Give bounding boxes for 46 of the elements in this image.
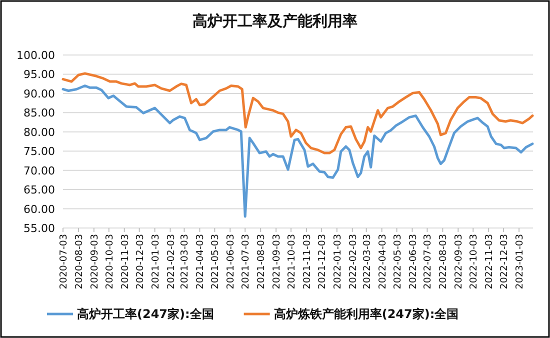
chart-title: 高炉开工率及产能利用率: [192, 12, 358, 30]
x-tick-label: 2021-07-03: [240, 234, 252, 290]
x-tick-label: 2021-05-03: [210, 234, 222, 290]
legend-label: 高炉开工率(247家):全国: [77, 307, 214, 321]
x-tick-label: 2022-06-03: [408, 234, 419, 290]
x-tick-label: 2022-08-03: [438, 234, 450, 290]
x-tick-label: 2022-09-03: [454, 234, 465, 290]
y-tick-label: 90.00: [24, 87, 55, 100]
x-tick-label: 2020-11-03: [120, 234, 131, 290]
x-tick-label: 2021-04-03: [195, 234, 206, 290]
legend-label: 高炉炼铁产能利用率(247家):全国: [274, 307, 459, 321]
x-tick-label: 2020-09-03: [89, 234, 100, 290]
y-tick-label: 85.00: [24, 106, 55, 120]
x-tick-label: 2021-12-03: [316, 234, 328, 290]
x-tick-label: 2022-05-03: [392, 234, 404, 290]
x-tick-label: 2022-10-03: [468, 234, 480, 290]
x-tick-label: 2022-01-03: [332, 234, 344, 290]
y-tick-label: 60.00: [24, 202, 55, 216]
x-tick-label: 2021-10-03: [286, 234, 298, 290]
x-tick-label: 2021-09-03: [272, 234, 283, 290]
x-tick-label: 2022-12-03: [499, 234, 510, 290]
y-tick-label: 55.00: [24, 222, 55, 235]
x-tick-label: 2023-01-03: [514, 234, 526, 290]
x-tick-label: 2021-08-03: [256, 234, 268, 290]
y-tick-label: 70.00: [24, 164, 55, 178]
x-tick-label: 2022-02-03: [348, 234, 359, 290]
y-tick-label: 75.00: [24, 145, 55, 158]
x-tick-label: 2022-03-03: [362, 234, 373, 290]
x-tick-label: 2020-08-03: [74, 234, 85, 290]
x-tick-label: 2021-02-03: [166, 234, 177, 290]
y-tick-label: 100.00: [16, 49, 55, 62]
x-tick-label: 2021-03-03: [180, 234, 191, 290]
line-series: [62, 72, 534, 154]
x-tick-label: 2020-10-03: [104, 234, 116, 290]
x-tick-label: 2022-11-03: [484, 234, 496, 290]
y-tick-label: 95.00: [24, 68, 55, 82]
x-tick-label: 2022-07-03: [422, 234, 434, 290]
x-tick-label: 2020-07-03: [58, 234, 70, 290]
x-tick-label: 2021-11-03: [302, 234, 313, 290]
line-series: [62, 84, 534, 218]
x-tick-label: 2020-12-03: [134, 234, 146, 290]
y-tick-label: 65.00: [24, 184, 55, 197]
y-tick-label: 80.00: [24, 126, 55, 139]
x-tick-label: 2021-06-03: [226, 234, 237, 290]
x-tick-label: 2022-04-03: [377, 234, 388, 290]
x-tick-label: 2021-01-03: [150, 234, 162, 290]
